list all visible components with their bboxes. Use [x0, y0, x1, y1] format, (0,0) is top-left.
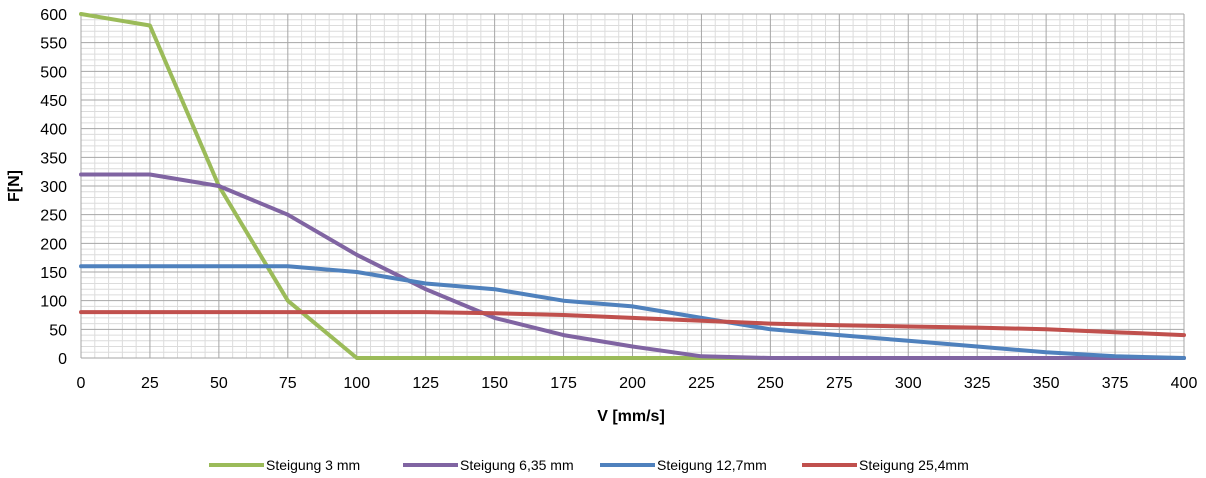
x-axis-title: V [mm/s]: [597, 408, 665, 425]
x-tick-label: 150: [481, 375, 508, 392]
x-axis-tick-labels: 0 25 50 75 100 125 150 175 200 225 250 275 300 325 350…: [77, 375, 1198, 392]
y-tick-label: 350: [40, 150, 67, 167]
y-tick-label: 450: [40, 93, 67, 110]
major-gridlines: [80, 13, 1185, 359]
x-tick-label: 200: [619, 375, 646, 392]
x-tick-label: 350: [1033, 375, 1060, 392]
y-tick-label: 400: [40, 122, 67, 139]
x-tick-label: 100: [343, 375, 370, 392]
x-tick-label: 300: [895, 375, 922, 392]
x-tick-label: 125: [412, 375, 439, 392]
x-tick-label: 175: [550, 375, 577, 392]
y-tick-label: 150: [40, 265, 67, 282]
y-tick-label: 100: [40, 294, 67, 311]
series-line-2: [79, 172, 1186, 360]
y-tick-label: 50: [49, 322, 67, 339]
x-tick-label: 225: [688, 375, 715, 392]
legend: Steigung 3 mm Steigung 6,35 mm Steigung 12…: [209, 457, 969, 473]
x-tick-label: 375: [1102, 375, 1129, 392]
y-tick-label: 550: [40, 36, 67, 53]
y-tick-label: 200: [40, 236, 67, 253]
series-line-4: [79, 310, 1186, 338]
legend-label-1: Steigung 3 mm: [266, 457, 360, 473]
y-tick-label: 250: [40, 208, 67, 225]
legend-label-2: Steigung 6,35 mm: [460, 457, 574, 473]
x-tick-label: 275: [826, 375, 853, 392]
legend-label-4: Steigung 25,4mm: [859, 457, 969, 473]
x-tick-label: 50: [210, 375, 228, 392]
y-tick-label: 600: [40, 7, 67, 24]
series-line-3: [79, 264, 1186, 360]
x-tick-label: 325: [964, 375, 991, 392]
x-tick-label: 250: [757, 375, 784, 392]
y-tick-label: 0: [58, 351, 67, 368]
y-axis-title: F[N]: [6, 170, 23, 202]
x-tick-label: 25: [141, 375, 159, 392]
y-tick-label: 300: [40, 179, 67, 196]
x-tick-label: 0: [77, 375, 86, 392]
x-tick-label: 400: [1171, 375, 1198, 392]
series-lines: [79, 12, 1186, 360]
legend-label-3: Steigung 12,7mm: [657, 457, 767, 473]
y-axis-tick-labels: 0 50 100 150 200 250 300 350 400 450 500 550 600: [40, 7, 67, 368]
x-tick-label: 75: [279, 375, 297, 392]
y-tick-label: 500: [40, 64, 67, 81]
